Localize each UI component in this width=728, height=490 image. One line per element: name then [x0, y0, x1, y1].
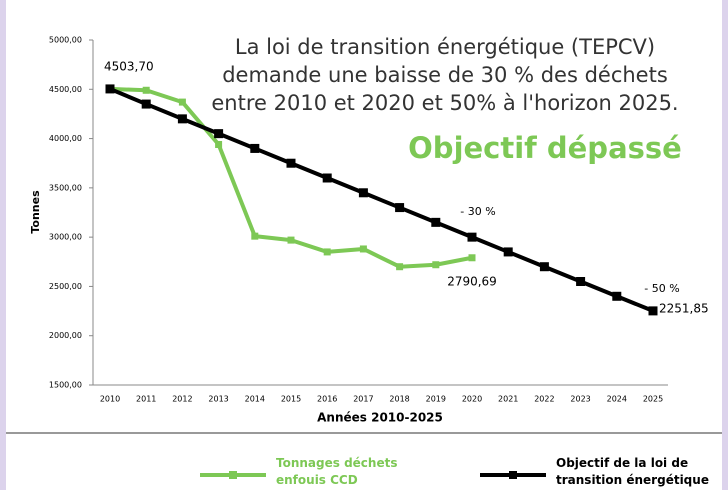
- data-label: 2251,85: [659, 301, 709, 315]
- x-label: Années 2010-2025: [317, 411, 443, 425]
- x-tick-label: 2015: [281, 395, 301, 404]
- data-label: 2790,69: [447, 274, 497, 288]
- x-tick-label: 2025: [643, 395, 663, 404]
- point: [250, 143, 260, 153]
- x-tick-label: 2022: [534, 395, 554, 404]
- x-tick-label: 2016: [317, 395, 337, 404]
- point: [467, 232, 477, 242]
- annotation-line: entre 2010 et 2020 et 50% à l'horizon 20…: [211, 91, 678, 115]
- point: [215, 140, 223, 148]
- annotation-line: demande une baisse de 30 % des déchets: [222, 63, 668, 87]
- x-tick-label: 2024: [607, 395, 627, 404]
- x-tick-label: 2021: [498, 395, 518, 404]
- x-tick-label: 2020: [462, 395, 482, 404]
- point: [358, 188, 368, 198]
- point: [287, 236, 295, 244]
- y-tick-label: 2500,00: [49, 282, 82, 291]
- x-tick-label: 2023: [570, 395, 590, 404]
- y-tick-label: 4000,00: [49, 134, 82, 143]
- x-tick-label: 2010: [100, 395, 120, 404]
- point: [251, 232, 259, 240]
- point: [503, 247, 513, 257]
- x-tick-label: 2018: [389, 395, 409, 404]
- point: [539, 262, 549, 272]
- annotation: - 30 %: [460, 205, 495, 218]
- point: [141, 99, 151, 109]
- y-tick-label: 1500,00: [49, 381, 82, 390]
- legend-entry: Tonnages déchets enfouis CCD: [276, 456, 398, 487]
- x-tick-label: 2019: [426, 395, 446, 404]
- x-tick-label: 2013: [208, 395, 228, 404]
- legend-entry: Objectif de la loi de transition énergét…: [556, 456, 709, 487]
- point: [178, 98, 186, 106]
- point: [142, 86, 150, 94]
- annotation: - 50 %: [644, 282, 679, 295]
- point: [395, 203, 405, 213]
- point: [322, 173, 332, 183]
- y-label: Tonnes: [29, 190, 42, 234]
- point: [431, 217, 441, 227]
- y-tick-label: 5000,00: [49, 36, 82, 45]
- x-tick-label: 2012: [172, 395, 192, 404]
- x-tick-label: 2014: [245, 395, 265, 404]
- point: [648, 306, 658, 316]
- highlight: Objectif dépassé: [408, 131, 682, 165]
- data-label: 4503,70: [104, 59, 154, 73]
- panel: [6, 0, 722, 490]
- point: [576, 277, 586, 286]
- point: [468, 254, 476, 262]
- point: [177, 114, 187, 124]
- point: [214, 129, 224, 139]
- x-tick-label: 2017: [353, 395, 373, 404]
- x-tick-label: 2011: [136, 395, 156, 404]
- legend-swatch: [229, 471, 237, 479]
- point: [105, 84, 115, 94]
- y-tick-label: 2000,00: [49, 331, 82, 340]
- point: [323, 248, 331, 256]
- y-tick-label: 4500,00: [49, 85, 82, 94]
- y-tick-label: 3000,00: [49, 233, 82, 242]
- legend-swatch: [509, 471, 517, 479]
- point: [286, 158, 296, 168]
- annotation-line: La loi de transition énergétique (TEPCV): [235, 35, 655, 59]
- series-line: [109, 87, 654, 313]
- point: [359, 245, 367, 253]
- point: [432, 261, 440, 269]
- point: [396, 263, 404, 271]
- y-tick-label: 3500,00: [49, 183, 82, 192]
- point: [612, 291, 622, 301]
